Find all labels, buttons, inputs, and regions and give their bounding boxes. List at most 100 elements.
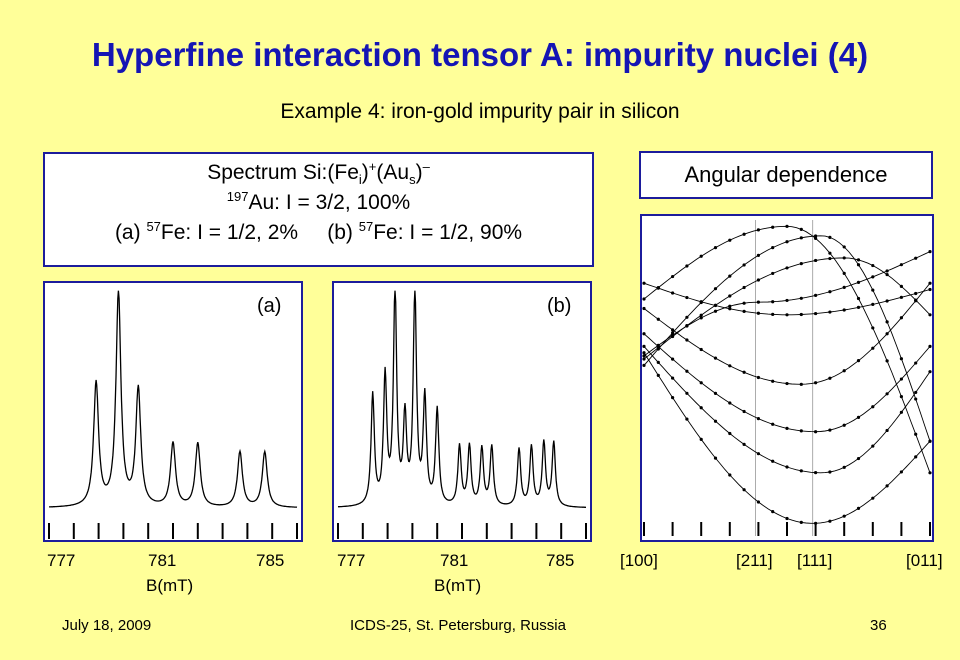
angular-point <box>885 272 889 277</box>
angular-point <box>756 228 760 232</box>
angular-point <box>928 370 932 374</box>
fe-a-prefix: (a) <box>114 221 147 244</box>
angular-point <box>842 256 846 260</box>
angular-point <box>671 331 675 335</box>
angular-point <box>699 316 703 320</box>
angular-point <box>914 455 918 459</box>
angular-point <box>656 286 660 290</box>
angular-point <box>699 347 703 352</box>
angular-point <box>842 285 846 289</box>
fe-b-prefix: (b) <box>327 221 359 244</box>
tick-c-111: [111] <box>797 551 833 570</box>
angular-point <box>785 224 789 228</box>
angular-point <box>656 343 660 347</box>
angular-svg <box>642 220 932 536</box>
angular-point <box>799 227 803 231</box>
angular-point <box>685 315 689 319</box>
angular-point <box>928 250 932 254</box>
angular-point <box>899 357 903 361</box>
angular-point <box>914 432 918 436</box>
angular-point <box>899 470 903 474</box>
angular-point <box>885 299 889 303</box>
angular-point <box>828 256 832 261</box>
angular-point <box>914 397 918 401</box>
spectrum-line1-prefix: Spectrum Si:(Fe <box>207 161 359 184</box>
angular-point <box>899 263 903 267</box>
angular-point <box>785 426 789 430</box>
angular-point <box>842 271 846 275</box>
angular-point <box>656 360 660 364</box>
tick-a-777: 777 <box>47 551 76 570</box>
panel-label-a: (a) <box>257 295 282 317</box>
angular-point <box>885 320 889 324</box>
angular-point <box>742 263 746 267</box>
spectrum-line <box>337 290 586 508</box>
angular-point <box>728 304 732 308</box>
slide-title: Hyperfine interaction tensor A: impurity… <box>91 36 869 73</box>
angular-point <box>642 354 646 358</box>
angular-point <box>885 392 889 396</box>
au-spin-text: Au: I = 3/2, 100% <box>248 191 411 214</box>
angular-point <box>785 313 789 317</box>
angular-point <box>756 311 760 315</box>
fe-charge: + <box>368 159 377 174</box>
fe-b-isotope: 57 <box>358 219 374 234</box>
footer-date: July 18, 2009 <box>62 617 152 634</box>
angular-point <box>685 417 689 421</box>
angular-point <box>713 287 718 291</box>
spectrum-line <box>49 290 298 508</box>
angular-point <box>856 305 861 309</box>
angular-dependence-box: Angular dependence <box>639 151 933 199</box>
angular-point <box>756 278 760 282</box>
angular-point <box>856 506 861 511</box>
angular-point <box>742 488 746 492</box>
panel-label-b: (b) <box>547 295 572 317</box>
angular-point <box>856 456 861 461</box>
angular-point <box>856 415 861 419</box>
angular-point <box>671 291 675 295</box>
angular-point <box>771 271 775 276</box>
tick-b-777: 777 <box>337 551 366 570</box>
angular-curve <box>643 346 931 474</box>
angular-point <box>871 275 875 279</box>
spectrum-info-box: Spectrum Si:(Fei)+(Aus)– 197Au: I = 3/2,… <box>43 152 594 267</box>
tick-c-100: [100] <box>620 551 658 570</box>
angular-point <box>856 359 861 363</box>
angular-point <box>728 238 732 242</box>
angular-point <box>656 373 660 377</box>
spectrum-plot-a: (a) <box>43 281 303 542</box>
angular-point <box>914 298 918 302</box>
angular-point <box>771 312 775 317</box>
angular-point <box>814 234 818 238</box>
angular-point <box>642 363 646 367</box>
angular-point <box>728 294 732 298</box>
angular-point <box>899 316 903 320</box>
angular-point <box>814 471 818 475</box>
angular-point <box>756 452 760 456</box>
au-isotope: 197 <box>226 189 249 204</box>
angular-point <box>814 293 818 297</box>
angular-point <box>742 301 746 305</box>
angular-point <box>785 381 789 386</box>
slide-subtitle: Example 4: iron-gold impurity pair in si… <box>280 100 680 123</box>
angular-point <box>699 300 703 304</box>
xlabel-a: B(mT) <box>146 576 194 595</box>
angular-point <box>742 442 746 446</box>
angular-point <box>871 326 875 330</box>
angular-point <box>771 225 775 229</box>
au-subscript: s <box>409 172 416 188</box>
angular-point <box>871 346 875 350</box>
angular-point <box>828 310 832 314</box>
angular-point <box>871 444 875 448</box>
angular-point <box>885 484 889 488</box>
angular-point <box>756 300 760 304</box>
spectrum-a-svg <box>48 290 298 539</box>
angular-point <box>685 369 689 373</box>
angular-point <box>728 307 732 311</box>
angular-point <box>899 395 903 399</box>
angular-point <box>713 456 718 460</box>
angular-point <box>742 309 746 313</box>
angular-point <box>756 253 760 258</box>
angular-point <box>642 351 646 355</box>
angular-point <box>742 285 746 290</box>
